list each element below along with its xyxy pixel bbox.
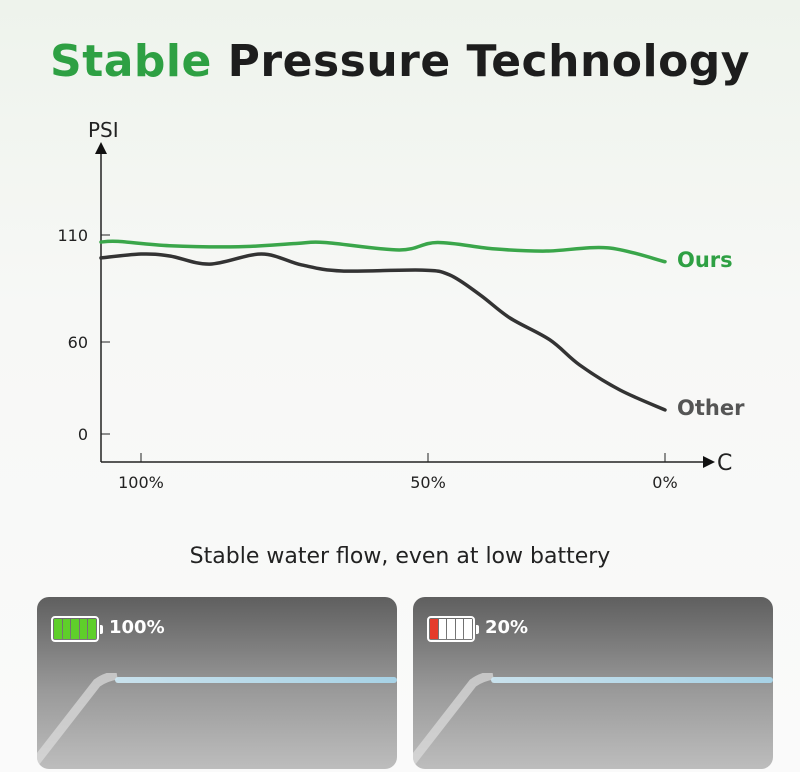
battery-full-icon <box>51 616 103 642</box>
y-tick-label: 60 <box>68 333 88 352</box>
series-line-other <box>99 252 667 412</box>
title-rest: Pressure Technology <box>227 36 750 87</box>
battery-label: 100% <box>109 617 165 638</box>
page-title: Stable Pressure Technology <box>0 36 800 87</box>
y-axis-label: PSI <box>88 118 119 142</box>
x-axis-arrow-icon <box>703 456 715 468</box>
y-tick-label: 110 <box>57 226 88 245</box>
pressure-chart: PSI C 110 60 0 100% 50% 0% Ours Other <box>57 118 745 492</box>
battery-label: 20% <box>485 617 529 638</box>
nozzle-icon <box>37 673 118 768</box>
y-tick-label: 0 <box>78 425 88 444</box>
series-line-ours <box>99 239 667 264</box>
series-label-ours: Ours <box>677 248 733 272</box>
title-highlight: Stable <box>50 36 212 87</box>
battery-low-icon <box>427 616 479 642</box>
x-axis-label: C <box>717 451 732 476</box>
water-jet <box>115 677 397 683</box>
nozzle-icon <box>413 673 494 768</box>
x-tick-label: 100% <box>118 473 164 492</box>
water-jet <box>491 677 773 683</box>
y-axis-arrow-icon <box>95 142 107 154</box>
subtitle: Stable water flow, even at low battery <box>189 544 611 569</box>
panel-full-battery: 100% <box>37 597 397 769</box>
series-label-other: Other <box>677 396 745 420</box>
panel-low-battery: 20% <box>413 597 773 769</box>
x-tick-label: 0% <box>652 473 677 492</box>
x-tick-label: 50% <box>410 473 446 492</box>
